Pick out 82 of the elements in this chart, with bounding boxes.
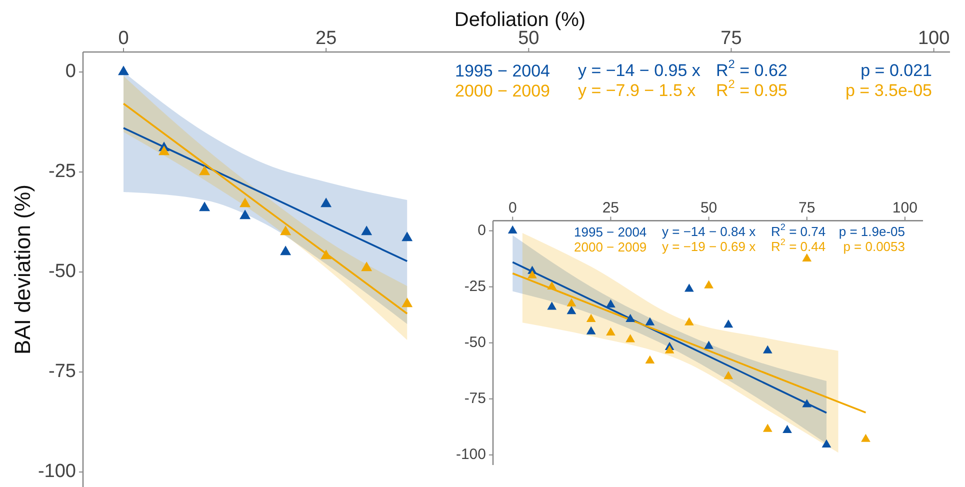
annotation: y = −14 − 0.95 x: [578, 61, 701, 80]
point: [724, 320, 734, 328]
text: 2000 − 2009: [455, 81, 550, 100]
y-tick-label: -25: [464, 278, 486, 295]
point: [782, 424, 792, 433]
x-tick-label: 75: [798, 200, 816, 217]
annotation: y = −7.9 − 1.5 x: [578, 81, 696, 100]
annotation: p = 0.0053: [843, 239, 905, 254]
x-tick-label: 25: [316, 28, 337, 49]
line-series: [122, 102, 408, 314]
y-tick-label: -75: [464, 390, 486, 407]
y-tick-label: -25: [48, 161, 76, 182]
point: [802, 399, 812, 408]
point: [684, 284, 694, 292]
point: [802, 253, 812, 262]
point: [762, 424, 772, 432]
point: [361, 262, 372, 272]
point: [626, 334, 635, 342]
point: [645, 355, 655, 364]
y-tick-label: -100: [456, 446, 486, 463]
point: [645, 317, 655, 326]
point: [199, 202, 210, 212]
y-tick-label: -50: [464, 334, 486, 351]
y-tick-label: 0: [65, 61, 76, 82]
point: [361, 226, 372, 236]
point: [199, 166, 210, 176]
point: [861, 434, 870, 442]
annotation: y = −14 − 0.84 x: [662, 224, 756, 240]
x-tick-label: 0: [118, 28, 129, 49]
point: [606, 327, 616, 336]
y-tick-label: -100: [38, 461, 76, 482]
point: [402, 298, 413, 308]
y-tick-label: -50: [48, 261, 76, 282]
annotation: y = −19 − 0.69 x: [662, 239, 756, 254]
annotation: p = 3.5e-05: [846, 81, 932, 100]
point: [822, 439, 832, 448]
point: [240, 210, 251, 220]
point: [118, 66, 129, 76]
x-tick-label: 0: [508, 200, 517, 217]
annotation: p = 0.021: [860, 61, 932, 80]
point: [704, 340, 714, 349]
point: [158, 146, 170, 156]
annotation: R$^{2}$ = 0.44: [771, 237, 826, 254]
x-tick-label: 50: [518, 28, 540, 49]
point: [280, 226, 292, 236]
x-tick-label: 100: [892, 200, 918, 217]
point: [566, 306, 576, 314]
point: [320, 198, 332, 208]
point: [684, 317, 694, 326]
text: 1995 − 2004: [455, 61, 550, 80]
x-tick-label: 25: [602, 200, 620, 217]
point: [586, 314, 596, 322]
point: [528, 270, 537, 278]
line-series: [512, 261, 828, 414]
point: [566, 298, 576, 306]
point: [664, 345, 674, 354]
text: 2000 − 2009: [574, 239, 647, 254]
x-axis-title: Defoliation (%): [454, 9, 586, 31]
point: [240, 198, 251, 208]
point: [320, 250, 332, 260]
point: [508, 225, 518, 234]
point: [704, 280, 714, 288]
point: [724, 371, 734, 380]
point: [547, 302, 557, 310]
text: 1995 − 2004: [574, 224, 647, 240]
point: [547, 281, 557, 290]
point: [586, 326, 596, 334]
point: [762, 345, 772, 354]
point: [626, 314, 635, 322]
x-tick-label: 100: [918, 28, 950, 49]
y-tick-label: -75: [48, 361, 76, 382]
y-axis-title: BAI deviation (%): [10, 184, 35, 354]
y-tick-label: 0: [478, 222, 486, 239]
line-series: [122, 127, 408, 262]
annotation: R$^{2}$ = 0.74: [771, 222, 826, 240]
point: [402, 232, 413, 242]
point: [606, 299, 616, 308]
annotation: p = 1.9e-05: [838, 224, 905, 240]
x-tick-label: 50: [700, 200, 718, 217]
point: [280, 246, 292, 256]
line-series: [512, 272, 867, 414]
x-tick-label: 75: [720, 28, 742, 49]
